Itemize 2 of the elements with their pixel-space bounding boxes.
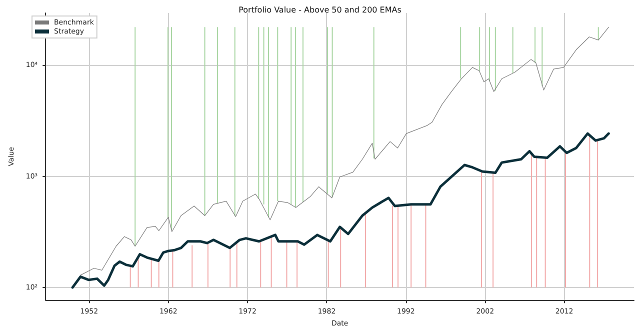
line-series bbox=[71, 132, 610, 289]
chart-title: Portfolio Value - Above 50 and 200 EMAs bbox=[238, 6, 402, 14]
